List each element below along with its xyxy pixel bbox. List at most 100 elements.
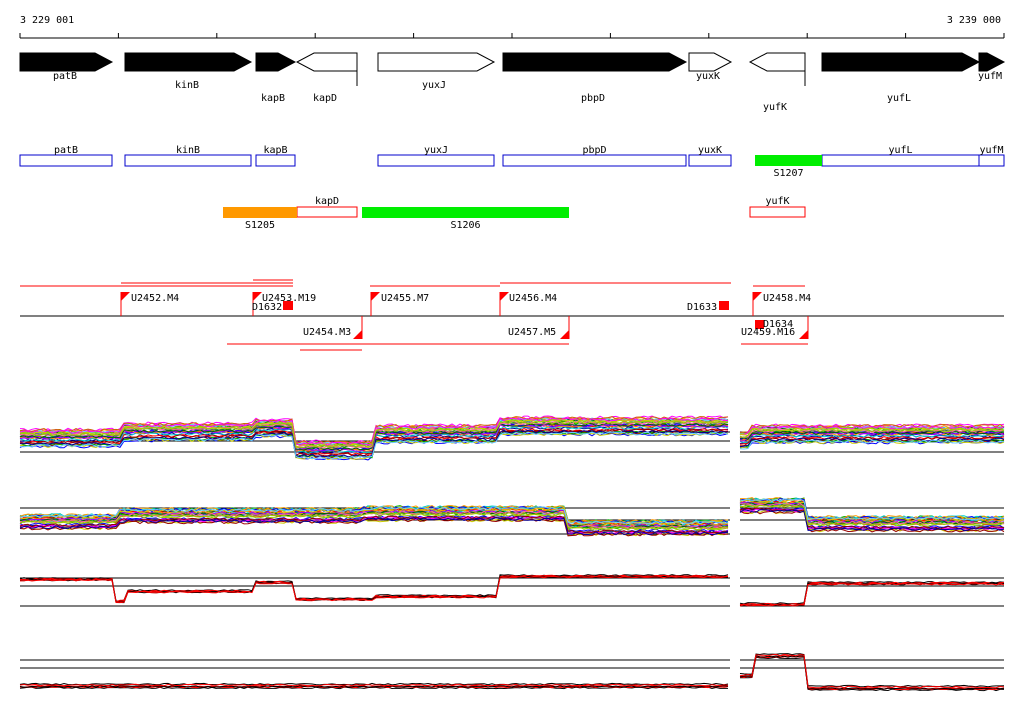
marker-flag[interactable]	[753, 292, 762, 301]
marker-flag[interactable]	[799, 330, 808, 339]
expression-trace	[739, 428, 1005, 439]
expression-trace	[19, 683, 729, 687]
gene-label: patB	[53, 71, 77, 82]
minus-unit-label: kapD	[315, 196, 339, 207]
gene-label: pbpD	[581, 93, 605, 104]
gene-label: yufL	[887, 93, 911, 104]
expression-trace	[740, 497, 1005, 520]
gene-track: patB kinB kapB kapD yuxJ pbpD yuxK yufK yufL yufM	[19, 52, 1006, 113]
expression-trace	[739, 504, 1005, 527]
marker-box[interactable]	[283, 301, 293, 310]
expression-trace	[19, 506, 729, 525]
marker-label: U2455.M7	[381, 293, 429, 304]
end-coordinate: 3 239 000	[947, 15, 1001, 26]
expression-trace	[19, 505, 729, 524]
minus-unit-kapD[interactable]	[296, 206, 358, 218]
marker-label: U2456.M4	[509, 293, 557, 304]
gene-arrow-patB[interactable]	[19, 52, 114, 72]
expression-trace	[19, 575, 729, 604]
marker-flag[interactable]	[560, 330, 569, 339]
gene-arrow-kapB[interactable]	[255, 52, 297, 72]
plus-unit-label: pbpD	[582, 145, 606, 156]
expression-trace	[739, 655, 1005, 690]
segment-S1207[interactable]	[755, 155, 822, 166]
expression-trace	[19, 518, 729, 537]
plus-unit-label: yuxK	[698, 145, 722, 156]
marker-flag[interactable]	[353, 330, 362, 339]
expression-trace	[19, 510, 729, 529]
plus-unit-yufL[interactable]	[821, 154, 980, 167]
marker-label: U2457.M5	[508, 327, 556, 338]
gene-label: kinB	[175, 80, 199, 91]
marker-label: D1632	[252, 302, 282, 313]
plus-unit-yuxJ[interactable]	[377, 154, 495, 167]
plus-unit-yufM[interactable]	[978, 154, 1005, 167]
gene-label: yuxJ	[422, 80, 446, 91]
expression-trace	[739, 655, 1005, 690]
expression-track	[19, 415, 1005, 692]
plus-unit-label: yufL	[888, 145, 912, 156]
marker-label: U2453.M19	[262, 293, 316, 304]
marker-label: U2454.M3	[303, 327, 351, 338]
coordinate-ruler: 3 229 001 3 239 000	[19, 15, 1005, 39]
gene-label: yufM	[978, 71, 1002, 82]
expression-trace	[739, 439, 1005, 450]
plus-unit-label: yufM	[979, 145, 1003, 156]
marker-flag[interactable]	[371, 292, 380, 301]
plus-strand-expression-summary	[19, 574, 1005, 607]
expression-trace	[739, 582, 1005, 607]
gene-arrow-yufM[interactable]	[978, 52, 1006, 72]
plus-unit-label: kinB	[176, 145, 200, 156]
expression-trace	[739, 509, 1005, 532]
plus-unit-label: yuxJ	[424, 145, 448, 156]
minus-strand-expression-summary	[19, 653, 1005, 692]
transcription-unit-track: patB kinB kapB yuxJ pbpD yuxK yufL yufM kapD yufK	[19, 145, 1005, 218]
minus-unit-yufK[interactable]	[749, 206, 806, 218]
marker-flag[interactable]	[500, 292, 509, 301]
marker-label: U2452.M4	[131, 293, 179, 304]
plus-unit-yuxK[interactable]	[688, 154, 732, 167]
segment-S1206[interactable]	[362, 207, 569, 218]
expression-trace	[19, 686, 728, 690]
expression-trace	[19, 517, 729, 536]
expression-trace	[19, 685, 729, 688]
marker-label: U2459.M16	[741, 327, 795, 338]
gene-arrow-yufL[interactable]	[821, 52, 981, 72]
gene-label: kapD	[313, 93, 337, 104]
expression-trace	[19, 512, 729, 531]
marker-label: D1633	[687, 302, 717, 313]
marker-box[interactable]	[755, 320, 764, 329]
segment-label: S1207	[773, 168, 803, 179]
gene-arrow-yuxK[interactable]	[688, 52, 733, 72]
expression-trace	[19, 431, 729, 460]
plus-unit-patB[interactable]	[19, 154, 113, 167]
minus-strand-expression-multi	[19, 497, 1005, 537]
segment-S1205[interactable]	[223, 207, 297, 218]
expression-trace	[739, 655, 1005, 691]
expression-trace	[739, 498, 1005, 521]
expression-trace	[739, 653, 1005, 689]
plus-unit-label: patB	[54, 145, 78, 156]
gene-arrow-yuxJ[interactable]	[377, 52, 496, 72]
plus-unit-kapB[interactable]	[255, 154, 296, 167]
segment-track: S1205 S1206 S1207	[223, 155, 822, 231]
marker-flag[interactable]	[253, 292, 262, 301]
expression-trace	[739, 581, 1005, 605]
marker-flag[interactable]	[121, 292, 130, 301]
expression-trace	[739, 423, 1005, 433]
plus-unit-pbpD[interactable]	[502, 154, 687, 167]
segment-label: S1205	[245, 220, 275, 231]
expression-trace	[19, 420, 729, 449]
gene-label: yuxK	[696, 71, 720, 82]
marker-box[interactable]	[719, 301, 729, 310]
gene-arrow-kinB[interactable]	[124, 52, 253, 72]
plus-unit-kinB[interactable]	[124, 154, 252, 167]
plus-unit-label: kapB	[263, 145, 287, 156]
gene-arrow-kapD[interactable]	[295, 52, 358, 72]
expression-trace	[739, 510, 1005, 533]
expression-trace	[739, 428, 1005, 439]
gene-arrow-yufK[interactable]	[748, 52, 806, 72]
minus-unit-label: yufK	[765, 196, 789, 207]
gene-arrow-pbpD[interactable]	[502, 52, 688, 72]
